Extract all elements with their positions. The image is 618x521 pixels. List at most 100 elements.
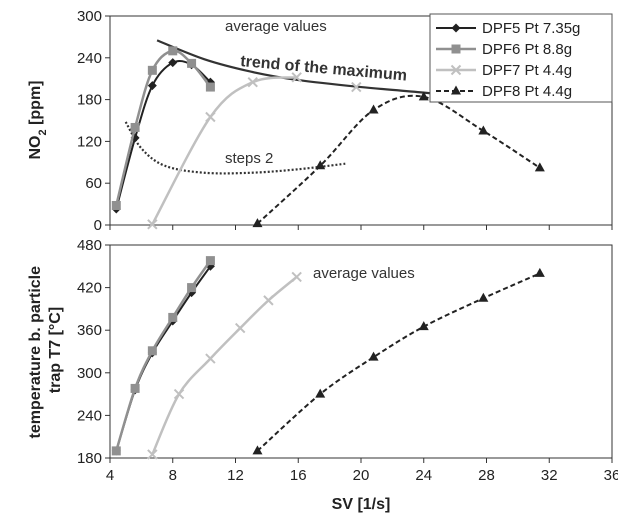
no2-series [111,46,545,230]
dpf6-pt-8-8g-point [168,46,178,56]
legend-swatch-marker [451,85,461,95]
legend: DPF5 Pt 7.35g DPF6 Pt 8.8g DPF7 Pt 4.4g DPF… [429,13,613,103]
temperature-label-line-1: temperature b. particle [27,266,44,439]
dpf6-pt-8-8g-point [130,383,140,393]
temperature-x-tick-label: 12 [227,467,244,484]
no2-y-tick-label: 240 [77,50,102,67]
dpf8-pt-4-4g-point [418,321,429,331]
dpf5-pt-7-35g-point [147,81,157,91]
dpf8-pt-4-4g-point [368,104,379,114]
temperature-series-dpf7-pt-4-4g [147,271,302,460]
legend-label: DPF5 Pt 7.35g [482,20,580,37]
dpf8-pt-4-4g-point [534,162,545,172]
dpf7-pt-4-4g-point [291,271,302,283]
temperature-x-tick-label: 4 [106,467,114,484]
dpf6-pt-8-8g-point [111,200,121,210]
no2-x-ticks [109,225,613,230]
no2-y-tick-label: 60 [85,175,102,192]
dpf8-pt-4-4g-point [315,388,326,398]
dpf8-pt-4-4g-point [418,91,429,101]
no2-y-tick-label: 300 [77,8,102,25]
temperature-x-tick-label: 20 [353,467,370,484]
dpf6-pt-8-8g-point [130,122,140,132]
legend-label: DPF6 Pt 8.8g [482,41,572,58]
dpf5-pt-7-35g-point [168,58,178,68]
dpf6-pt-8-8g-point [205,82,215,92]
temperature-series [111,256,545,460]
temperature-average-annotation: average values [313,265,415,282]
no2-label-subscript: 2 [37,129,49,135]
no2-y-axis-title: NO2 [ppm] [27,81,49,160]
no2-average-annotation: average values [225,18,327,35]
x-axis-title: SV [1/s] [332,496,391,513]
no2-label-part-1: NO [27,136,44,160]
legend-item-dpf7-pt-4-4g: DPF7 Pt 4.4g [436,62,572,79]
dpf6-pt-8-8g-point [205,256,215,266]
temperature-y-tick-label: 480 [77,237,102,254]
temperature-x-ticks: 4 8 12 16 20 24 28 32 36 [106,458,618,484]
dpf7-pt-4-4g-point [147,449,158,460]
dpf7-pt-4-4g-point [247,76,258,88]
dpf7-pt-4-4g-line [151,76,297,225]
dpf7-pt-4-4g-point [291,72,302,83]
temperature-y-axis-title: temperature b. particle trap T7 [°C] [27,262,64,439]
temperature-y-tick-label: 360 [77,322,102,339]
dpf8-pt-4-4g-point [252,445,263,455]
no2-y-ticks: 0 60 120 180 240 300 [77,8,110,234]
dpf8-pt-4-4g-point [315,160,326,170]
dpf6-pt-8-8g-point [187,283,197,293]
no2-y-tick-label: 120 [77,133,102,150]
temperature-y-tick-label: 180 [77,450,102,467]
dpf6-pt-8-8g-point [147,346,157,356]
temperature-series-dpf8-pt-4-4g [252,267,545,455]
dpf7-pt-4-4g-point [351,81,362,93]
no2-label-part-2: [ppm] [27,81,44,130]
legend-swatch-marker [451,23,461,33]
dpf8-pt-4-4g-point [534,267,545,277]
temperature-y-tick-label: 420 [77,280,102,297]
no2-series-dpf6-pt-8-8g [111,46,215,210]
legend-item-dpf5-pt-7-35g: DPF5 Pt 7.35g [436,20,580,37]
dpf6-pt-8-8g-point [111,446,121,456]
no2-y-tick-label: 180 [77,92,102,109]
dpf7-pt-4-4g-point [205,111,216,123]
temperature-x-tick-label: 8 [169,467,177,484]
no2-series-dpf8-pt-4-4g [252,91,545,228]
legend-swatch-marker [451,44,461,54]
dpf7-pt-4-4g-point [173,388,185,400]
legend-item-dpf6-pt-8-8g: DPF6 Pt 8.8g [436,41,572,58]
dpf7-pt-4-4g-point [234,322,246,334]
temperature-y-tick-label: 240 [77,407,102,424]
no2-series-dpf7-pt-4-4g [147,72,362,230]
dpf6-pt-8-8g-point [187,58,197,68]
legend-item-dpf8-pt-4-4g: DPF8 Pt 4.4g [436,83,572,100]
temperature-panel: 180 240 300 360 420 480 4 8 12 16 20 24 28 32 36 aver… [27,237,618,513]
temperature-y-ticks: 180 240 300 360 420 480 [77,237,110,467]
temperature-x-tick-label: 28 [478,467,495,484]
steps-annotation: steps 2 [225,150,273,167]
dpf8-pt-4-4g-point [368,351,379,361]
temperature-series-dpf6-pt-8-8g [111,256,215,456]
temperature-y-tick-label: 300 [77,365,102,382]
dpf7-pt-4-4g-point [205,353,216,364]
dpf8-pt-4-4g-point [478,292,489,302]
dpf8-pt-4-4g-line [256,94,541,225]
dpf6-pt-8-8g-point [147,65,157,75]
temperature-label-line-2: trap T7 [°C] [47,307,64,393]
temperature-x-tick-label: 16 [290,467,307,484]
steps-2-line [124,121,346,175]
dpf8-pt-4-4g-point [252,218,263,228]
dpf7-pt-4-4g-point [263,295,274,306]
legend-swatch-marker [450,64,462,76]
dpf8-pt-4-4g-point [478,125,489,135]
no2-y-tick-label: 0 [94,217,102,234]
legend-label: DPF8 Pt 4.4g [482,83,572,100]
temperature-x-tick-label: 36 [604,467,618,484]
temperature-plot-area [109,244,613,459]
temperature-x-tick-label: 24 [415,467,432,484]
dpf6-pt-8-8g-point [168,312,178,322]
legend-label: DPF7 Pt 4.4g [482,62,572,79]
dpf7-pt-4-4g-point [147,219,158,230]
temperature-x-tick-label: 32 [541,467,558,484]
